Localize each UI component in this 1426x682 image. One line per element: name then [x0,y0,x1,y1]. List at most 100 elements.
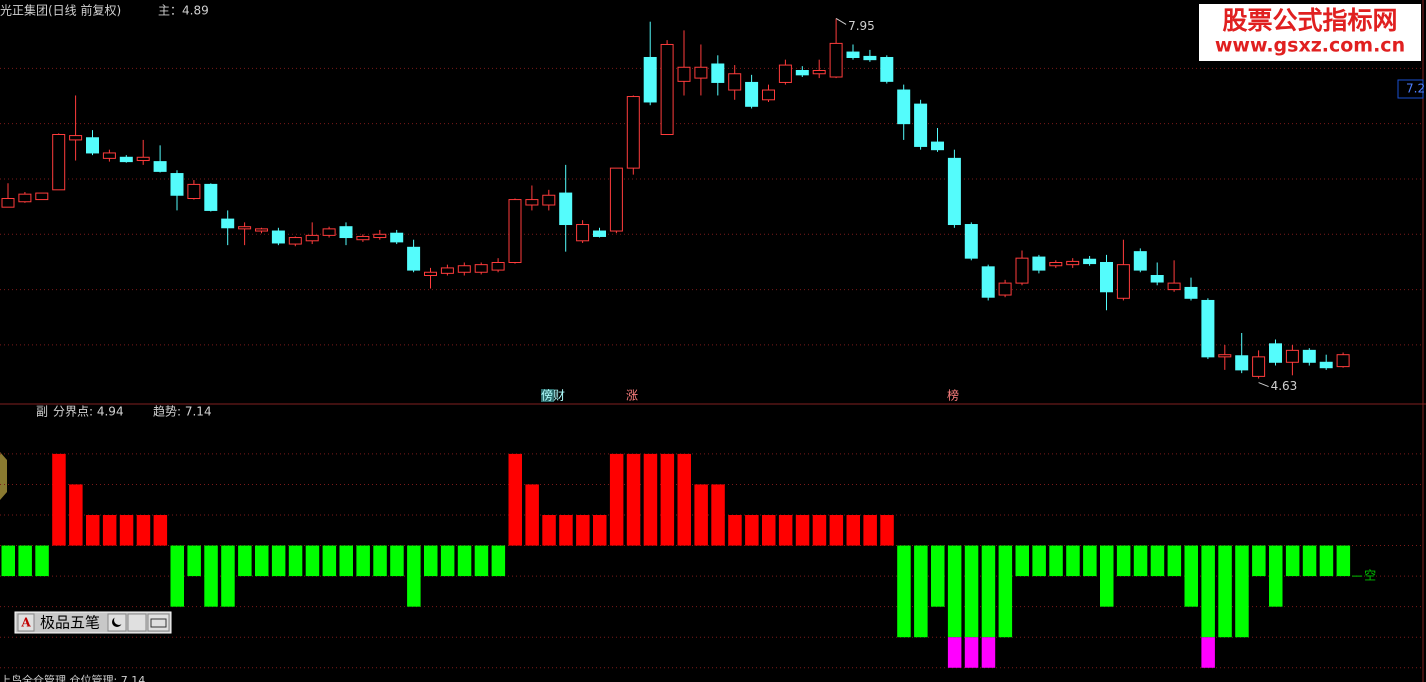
bar [897,545,911,638]
candle-body [305,234,319,242]
candle-body [407,246,421,271]
candle-body [1,197,15,208]
candle-body [221,218,235,229]
keyboard-icon [150,618,167,628]
candle-body [18,193,32,203]
moon-cut [114,615,124,625]
candle-body [542,194,556,206]
annotation-arrow [835,18,847,25]
ime-toolbar: A 极品五笔 [14,611,172,634]
signal-box [541,389,554,402]
candle-body [1302,349,1316,363]
annotation-arrow [1258,382,1269,388]
bar [1218,545,1232,638]
candle-body [981,266,995,298]
candle-body [998,282,1012,296]
candle-body [914,103,928,147]
candle-body [778,64,792,83]
candle-body [694,66,708,79]
panel-label: 副 [36,405,48,419]
bar [1066,545,1080,577]
candle-body [1116,264,1130,299]
candle-body [795,70,809,76]
bar [474,545,489,577]
bar [440,545,455,577]
bar [542,515,556,546]
bar [1100,545,1114,607]
candle-body [593,230,606,237]
bar-extreme [964,637,979,668]
ime-button[interactable] [17,613,35,632]
bar [52,453,66,546]
high-label: 7.95 [848,19,875,33]
bar [170,545,184,607]
bar [914,545,928,638]
bar [1032,545,1046,577]
bar [998,545,1013,638]
main-indicator: 主：4.89 [158,4,209,18]
candle-body [643,56,657,103]
candle-body [474,264,488,273]
bar [255,545,269,577]
signal: 榜 [947,388,959,403]
candle-body [322,228,336,236]
candle-body [609,167,623,232]
watermark-title: 股票公式指标网 [1222,6,1397,35]
candle-body [440,267,454,274]
candle-body [170,173,184,196]
bar [508,453,522,546]
candle-body [846,51,860,58]
bar [643,453,658,546]
bar [880,515,894,546]
low-label: 4.63 [1271,379,1298,393]
candle-body [745,81,759,107]
chart-title: 光正集团(日线 前复权) [0,3,121,18]
bar [1336,545,1351,577]
bar-extreme [981,637,996,668]
candle-body [1066,260,1080,266]
candle-body [1100,261,1113,293]
candle-body [238,226,252,230]
bar [288,545,303,577]
candle-body [1336,354,1350,368]
candle-body [1285,349,1299,363]
candle-body [52,134,66,191]
bar [271,545,286,577]
bar [373,545,387,577]
bar [1285,545,1300,577]
candle-body [271,230,285,244]
candle-body [829,42,843,78]
candle-body [356,235,370,241]
candle-body [762,89,775,101]
bar [1049,545,1063,577]
bar [593,515,607,546]
bar [762,515,776,546]
candle-body [1150,275,1164,283]
candle-body [1235,355,1249,371]
candle-body [339,226,353,239]
bar [69,484,83,546]
ime-name[interactable]: 极品五笔 [40,614,100,632]
watermark-url: www.gsxz.com.cn [1215,35,1405,57]
bar [457,545,472,577]
bar [609,453,624,546]
bar [947,545,962,638]
side-handle[interactable] [0,452,7,500]
bar [576,515,590,546]
end-label: 空 [1364,569,1376,583]
candle-body [424,271,437,277]
bar [238,545,252,577]
ime-button[interactable] [127,613,147,632]
candle-body [677,66,691,82]
legend-item: 趋势: 7.14 [153,405,212,419]
candle-body [187,183,201,199]
candle-body [1184,286,1198,299]
bar [119,515,134,546]
bar [1,545,15,577]
candle-body [964,224,978,259]
bar [1201,545,1215,638]
candle-body [559,192,573,226]
candle-body [1167,282,1181,291]
candle-body [35,192,49,201]
bar [136,515,151,546]
